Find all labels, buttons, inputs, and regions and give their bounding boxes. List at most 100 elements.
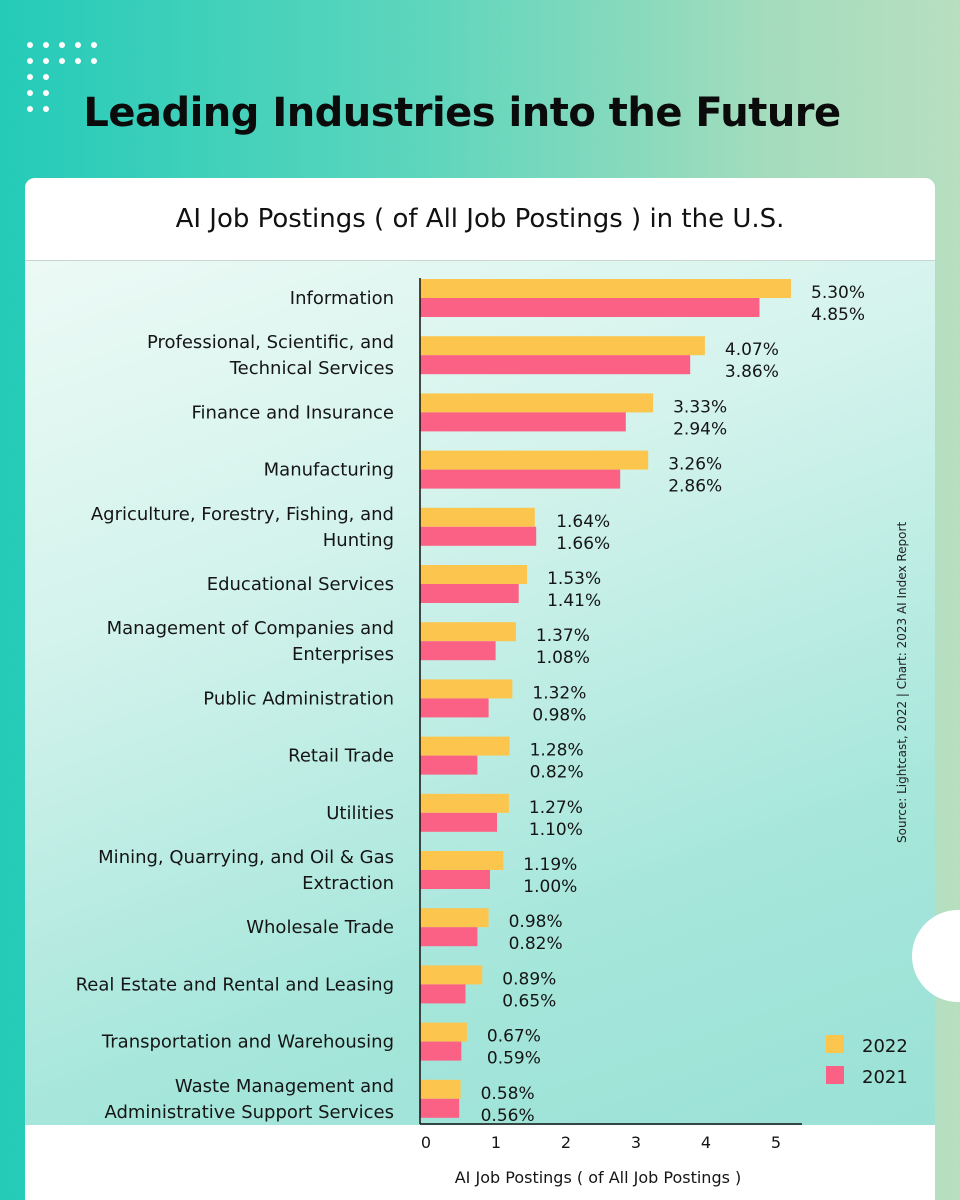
bar-2022-10 [420,851,504,870]
bar-2022-9 [420,793,509,813]
value-label-2021-2: 2.94% [673,419,727,439]
value-label-2022-6: 1.37% [536,626,590,646]
category-label: Hunting [323,530,394,551]
bar-2021-8 [420,755,478,775]
value-label-2022-3: 3.26% [668,455,722,475]
bars-layer [420,279,791,1118]
value-label-2022-5: 1.53% [547,569,601,589]
category-label: Public Administration [203,688,394,709]
value-label-2021-7: 0.98% [532,705,586,725]
value-label-2021-10: 1.00% [523,877,577,897]
legend-swatch-2022 [826,1035,844,1053]
category-label: Information [290,288,394,309]
value-label-2021-1: 3.86% [725,362,779,382]
chart-header: AI Job Postings ( of All Job Postings ) … [25,178,935,261]
category-label: Waste Management and [175,1076,394,1097]
category-label: Transportation and Warehousing [101,1032,394,1053]
category-label: Technical Services [229,358,394,379]
value-label-2022-0: 5.30% [811,283,865,303]
bar-2022-5 [420,565,528,584]
bar-2022-8 [420,736,510,756]
x-tick-label-5: 5 [771,1133,781,1152]
category-label: Educational Services [207,574,394,595]
x-axis-title: AI Job Postings ( of All Job Postings ) [455,1168,742,1187]
category-label: Agriculture, Forestry, Fishing, and [91,504,394,525]
bar-2021-3 [420,469,621,489]
legend-swatch-2021 [826,1066,844,1084]
chart-title: AI Job Postings ( of All Job Postings ) … [175,204,785,234]
value-label-2022-9: 1.27% [529,798,583,818]
bar-2021-12 [420,984,466,1004]
bar-2021-2 [420,412,626,432]
bar-2022-0 [420,279,791,298]
bar-2021-5 [420,584,519,603]
bar-2021-4 [420,526,537,546]
value-label-2022-10: 1.19% [523,855,577,875]
value-label-2021-0: 4.85% [811,305,865,325]
value-label-2021-3: 2.86% [668,477,722,497]
legend-label-2021: 2021 [862,1067,908,1088]
category-label: Professional, Scientific, and [147,332,394,353]
x-tick-label-1: 1 [491,1133,501,1152]
category-label: Mining, Quarrying, and Oil & Gas [98,847,394,868]
value-label-2022-12: 0.89% [502,969,556,989]
bar-2022-3 [420,450,649,470]
labels-layer: 5.30%4.85% Information 4.07%3.86% Professio… [76,283,865,1126]
bar-2022-1 [420,336,705,356]
category-label: Manufacturing [264,460,394,481]
category-label: Wholesale Trade [246,917,394,938]
source-note: Source: Lightcast, 2022 | Chart: 2023 AI… [895,522,909,843]
bar-2022-2 [420,393,654,413]
value-label-2021-5: 1.41% [547,591,601,611]
value-label-2021-11: 0.82% [509,934,563,954]
x-tick-label-4: 4 [701,1133,711,1152]
category-label: Extraction [302,873,394,894]
category-label: Real Estate and Rental and Leasing [76,974,394,995]
bar-2021-10 [420,870,490,889]
value-label-2021-6: 1.08% [536,648,590,668]
axis-band [25,1125,935,1200]
bar-2021-14 [420,1098,460,1118]
category-label: Retail Trade [288,746,394,767]
x-tick-label-2: 2 [561,1133,571,1152]
bar-2022-12 [420,965,483,985]
category-label: Management of Companies and [107,618,394,639]
bar-2022-4 [420,507,535,527]
value-label-2022-2: 3.33% [673,397,727,417]
value-label-2021-14: 0.56% [481,1106,535,1126]
decorative-dots [27,42,97,112]
category-label: Enterprises [292,644,394,665]
value-label-2022-4: 1.64% [556,512,610,532]
category-label: Utilities [326,803,394,824]
page-title: Leading Industries into the Future [83,90,841,136]
bar-2021-9 [420,812,497,832]
legend: 2022 2021 [826,1035,908,1088]
x-ticks: 0 1 2 3 4 5 [421,1133,781,1152]
bar-2022-11 [420,908,489,928]
bar-2021-6 [420,641,496,661]
legend-label-2022: 2022 [862,1036,908,1057]
value-label-2021-9: 1.10% [529,820,583,840]
bar-2021-13 [420,1041,462,1061]
bar-2022-6 [420,622,516,642]
value-label-2022-1: 4.07% [725,340,779,360]
value-label-2022-11: 0.98% [509,912,563,932]
value-label-2021-12: 0.65% [502,991,556,1011]
bar-2021-11 [420,927,478,947]
value-label-2022-8: 1.28% [530,741,584,761]
bar-2022-13 [420,1022,467,1042]
x-tick-label-3: 3 [631,1133,641,1152]
value-label-2022-7: 1.32% [532,683,586,703]
value-label-2022-14: 0.58% [481,1084,535,1104]
bar-2022-14 [420,1079,461,1099]
bar-2021-7 [420,698,489,718]
category-label: Finance and Insurance [192,402,394,423]
value-label-2021-4: 1.66% [556,534,610,554]
category-label: Administrative Support Services [104,1102,394,1123]
value-label-2022-13: 0.67% [487,1027,541,1047]
value-label-2021-13: 0.59% [487,1049,541,1069]
bar-2021-1 [420,355,691,375]
bar-2022-7 [420,679,513,699]
x-tick-label-0: 0 [421,1133,431,1152]
